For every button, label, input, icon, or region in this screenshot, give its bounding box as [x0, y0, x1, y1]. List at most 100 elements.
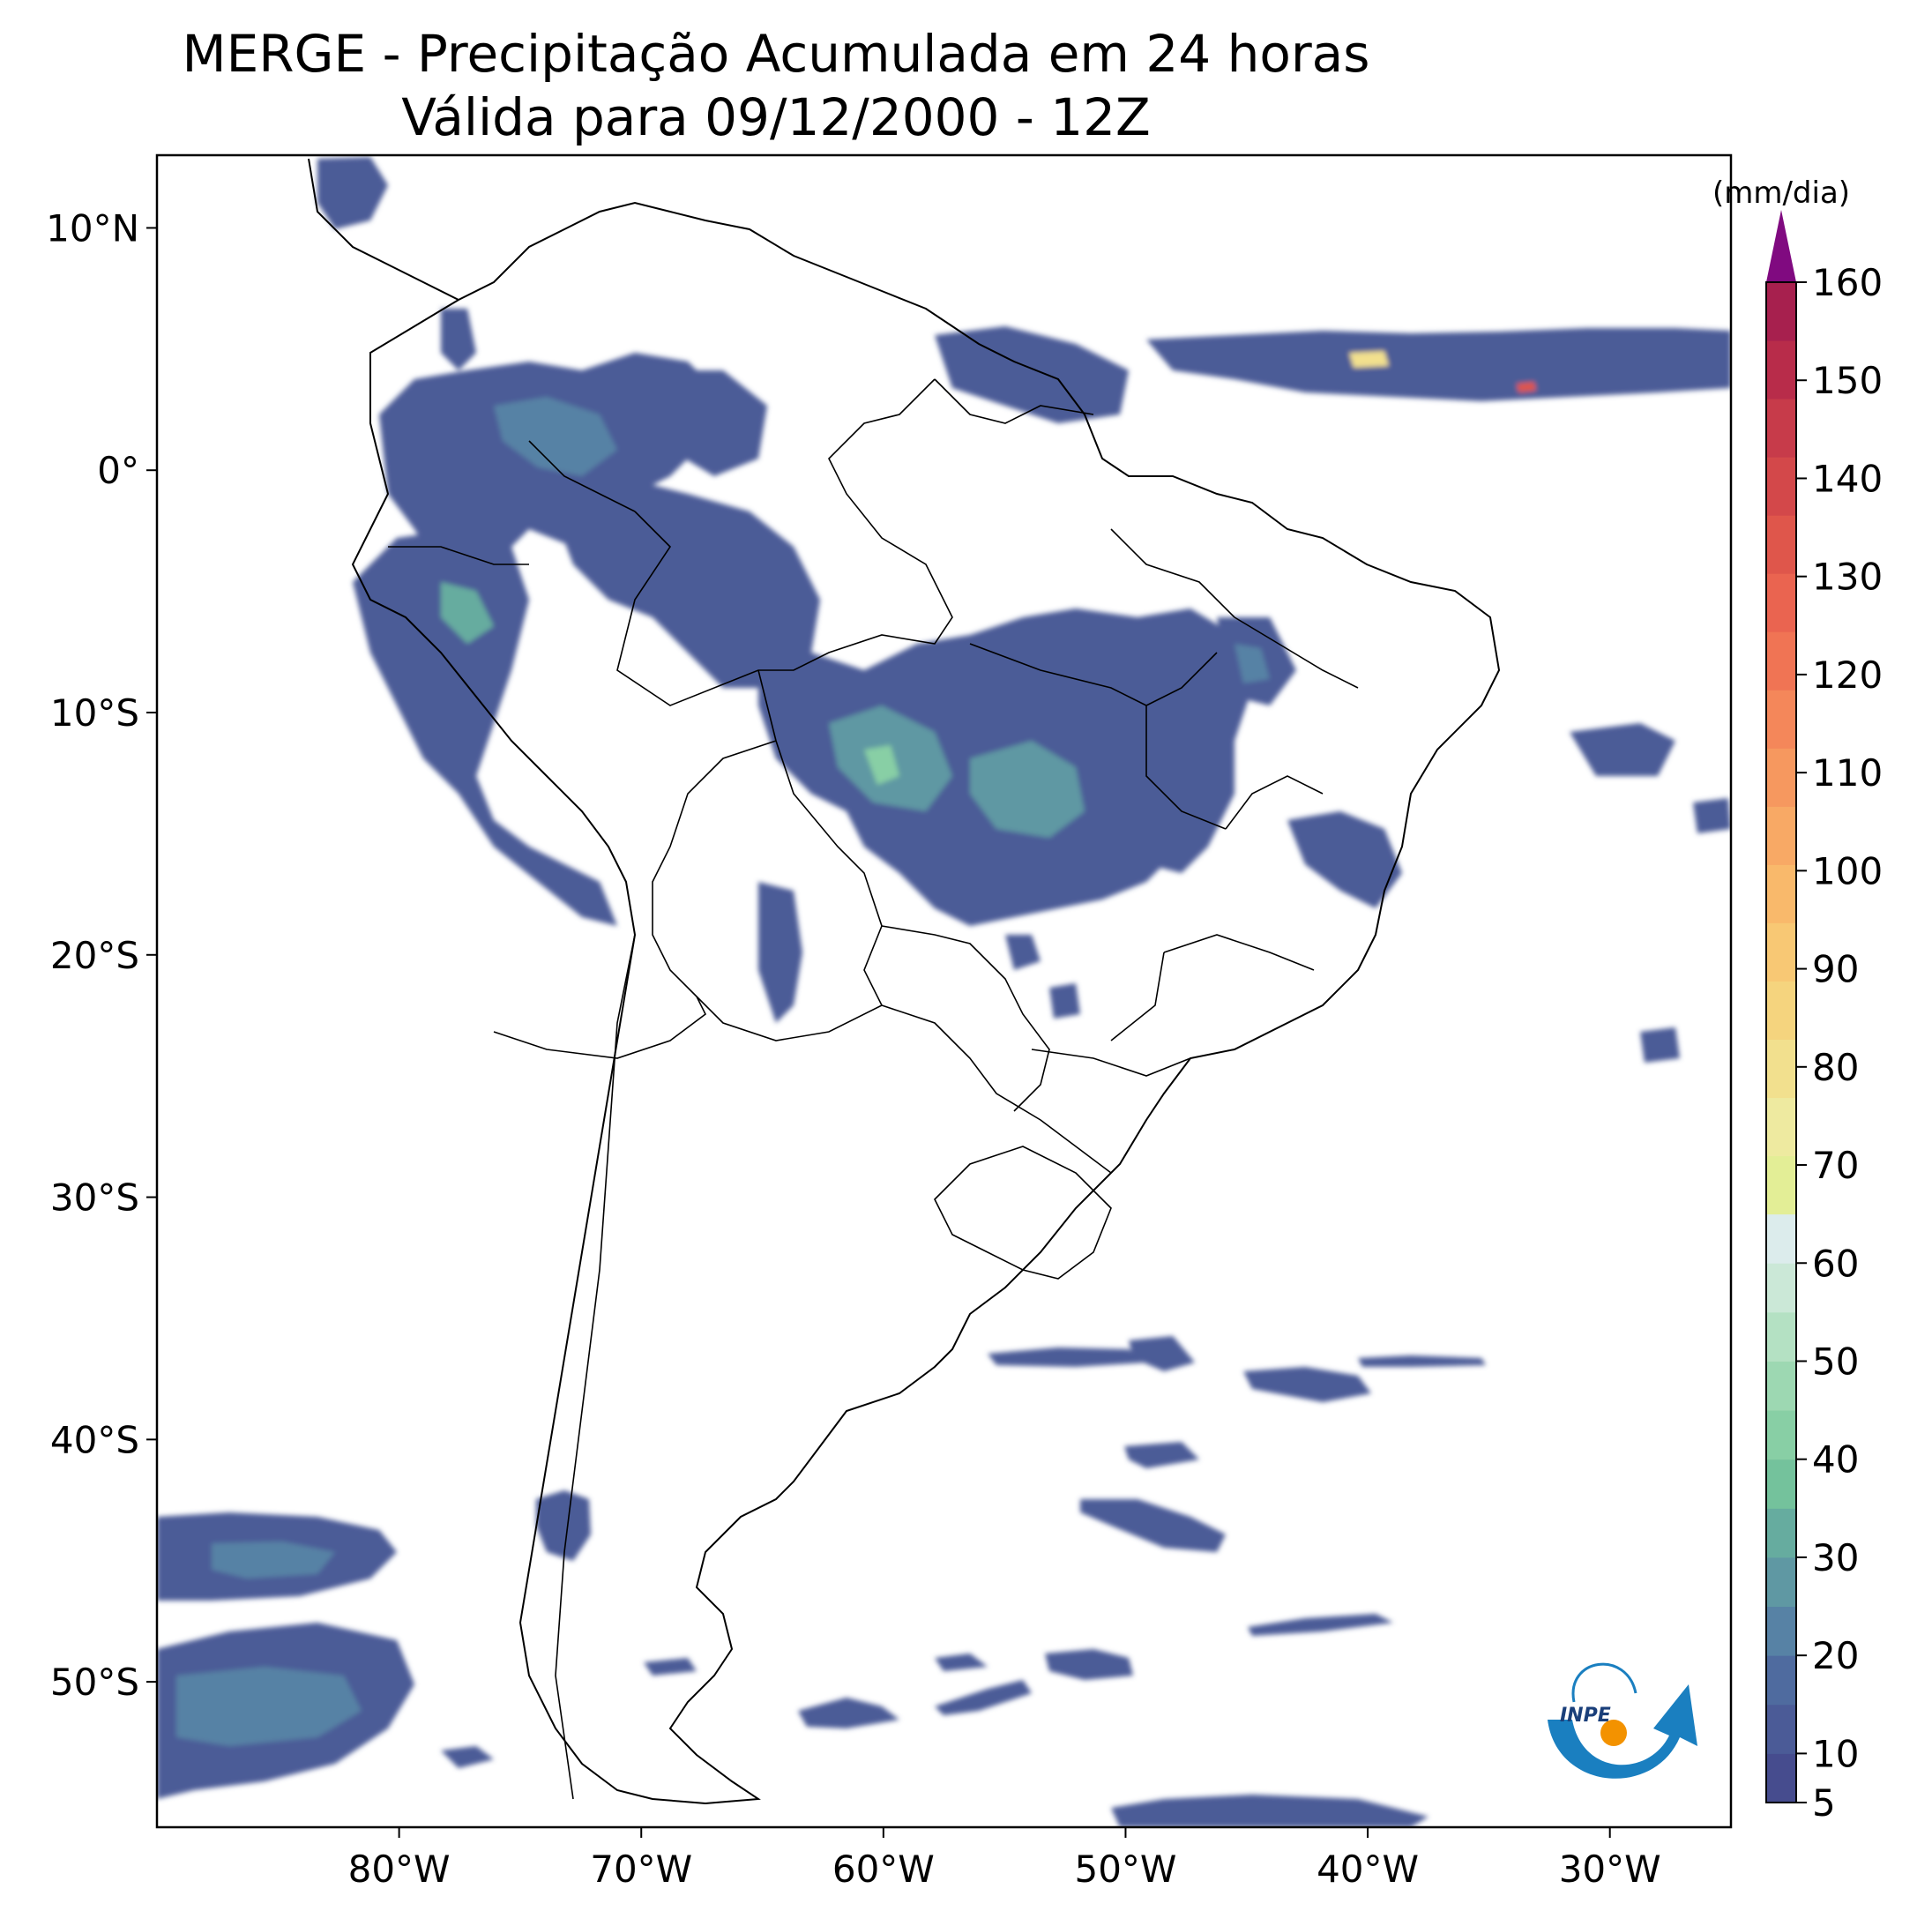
lat-tick-label: 10°S: [50, 691, 139, 735]
precipitation-field: [157, 157, 1731, 1827]
colorbar-segment: [1766, 690, 1796, 749]
precip-area: [317, 157, 388, 229]
precip-area: [176, 1667, 362, 1746]
colorbar-tick-label: 100: [1812, 849, 1883, 892]
precip-area: [1235, 644, 1270, 683]
country-borders: [388, 378, 1359, 1800]
map-frame: [155, 153, 1733, 1829]
colorbar-segment: [1766, 1311, 1796, 1362]
colorbar-tick-label: 110: [1812, 751, 1883, 795]
colorbar-segment: [1766, 981, 1796, 1041]
lat-tick-label: 30°S: [50, 1176, 139, 1220]
precip-area: [1045, 1649, 1133, 1680]
coastlines: [308, 158, 1501, 1805]
precip-area: [798, 1698, 899, 1728]
precip-area: [1111, 1795, 1428, 1827]
lat-tick-label: 0°: [97, 449, 139, 492]
colorbar-segment: [1766, 1361, 1796, 1411]
colorbar-tick-label: 120: [1812, 653, 1883, 697]
colorbar-segment: [1766, 1155, 1796, 1215]
precip-area: [935, 1680, 1032, 1715]
precip-area: [988, 1347, 1146, 1367]
precip-area: [1358, 1355, 1486, 1367]
precip-area: [1129, 1336, 1195, 1371]
precip-area: [1693, 798, 1731, 833]
colorbar-segment: [1766, 515, 1796, 574]
lat-tick-label: 20°S: [50, 934, 139, 977]
colorbar-frame: [1765, 281, 1797, 1803]
lon-tick-label: 70°W: [590, 1848, 692, 1891]
colorbar-segment: [1766, 922, 1796, 982]
map-title: MERGE - Precipitação Acumulada em 24 hor…: [182, 24, 1370, 84]
precip-area: [864, 745, 899, 785]
colorbar-tick-label: 40: [1812, 1438, 1859, 1482]
precip-area: [1005, 935, 1041, 970]
colorbar-segment: [1766, 631, 1796, 690]
colorbar-tick-label: 10: [1812, 1732, 1859, 1775]
colorbar-tick-label: 50: [1812, 1340, 1859, 1383]
precip-area: [935, 326, 1129, 423]
precip-area: [441, 309, 476, 370]
precip-area: [494, 397, 617, 476]
precip-area: [970, 741, 1085, 838]
lat-tick-label: 50°S: [50, 1661, 139, 1704]
lon-tick-label: 60°W: [832, 1848, 935, 1891]
precip-area: [1080, 1499, 1226, 1552]
lat-tick-label: 40°S: [50, 1418, 139, 1461]
precip-area: [1146, 328, 1731, 401]
precip-area: [1243, 1367, 1371, 1402]
colorbar-segment: [1766, 1459, 1796, 1509]
colorbar-unit: (mm/dia): [1712, 175, 1850, 211]
colorbar-segment: [1766, 1213, 1796, 1264]
colorbar-segment: [1766, 399, 1796, 458]
colorbar-segment: [1766, 806, 1796, 865]
colorbar-tick-label: 80: [1812, 1046, 1859, 1089]
colorbar-tick-label: 140: [1812, 457, 1883, 500]
colorbar-segment: [1766, 457, 1796, 516]
precip-area: [353, 529, 617, 926]
colorbar-segment: [1766, 748, 1796, 807]
precip-area: [1517, 382, 1536, 392]
precip-area: [1124, 1442, 1199, 1468]
colorbar-segment: [1766, 1410, 1796, 1460]
latitude-ticks: 10°N 0° 10°S 20°S 30°S 40°S 50°S: [46, 206, 157, 1704]
logo-text: INPE: [1560, 1705, 1611, 1727]
colorbar-tick-label: 90: [1812, 948, 1859, 991]
precip-area: [212, 1541, 335, 1579]
lon-tick-label: 80°W: [348, 1848, 451, 1891]
precip-area: [644, 1658, 697, 1676]
colorbar-segment: [1766, 1097, 1796, 1157]
colorbar-segment: [1766, 282, 1796, 341]
colorbar-tick-label: 160: [1812, 261, 1883, 304]
colorbar-tick-label: 5: [1812, 1781, 1836, 1825]
colorbar-extend-arrow: [1766, 210, 1796, 282]
precip-area: [1248, 1614, 1393, 1636]
colorbar-tick-label: 20: [1812, 1634, 1859, 1677]
lat-tick-label: 10°N: [46, 206, 139, 250]
lon-tick-label: 40°W: [1317, 1848, 1419, 1891]
longitude-ticks: 80°W 70°W 60°W 50°W 40°W 30°W: [348, 1827, 1661, 1891]
south-america-coastline: [351, 201, 1501, 1805]
precip-area: [661, 370, 767, 476]
colorbar-segment: [1766, 1606, 1796, 1656]
precip-area: [758, 882, 802, 1023]
colorbar-segment: [1766, 1556, 1796, 1608]
colorbar-segment: [1766, 1039, 1796, 1099]
precip-area: [935, 1653, 988, 1671]
colorbar-tick-label: 30: [1812, 1536, 1859, 1579]
precip-area: [441, 1746, 494, 1768]
colorbar-segment: [1766, 864, 1796, 923]
colorbar-tick-label: 70: [1812, 1144, 1859, 1187]
colorbar-segment: [1766, 573, 1796, 632]
precip-area: [547, 476, 820, 688]
precip-area: [1570, 723, 1675, 776]
inpe-logo: INPE: [1548, 1662, 1697, 1779]
central-america-coastline: [308, 158, 459, 301]
precip-area: [441, 582, 494, 644]
lon-tick-label: 50°W: [1074, 1848, 1176, 1891]
colorbar-segment: [1766, 340, 1796, 399]
map-subtitle: Válida para 09/12/2000 - 12Z: [401, 87, 1151, 147]
colorbar-tick-label: 60: [1812, 1242, 1859, 1285]
colorbar-segment: [1766, 1753, 1796, 1803]
